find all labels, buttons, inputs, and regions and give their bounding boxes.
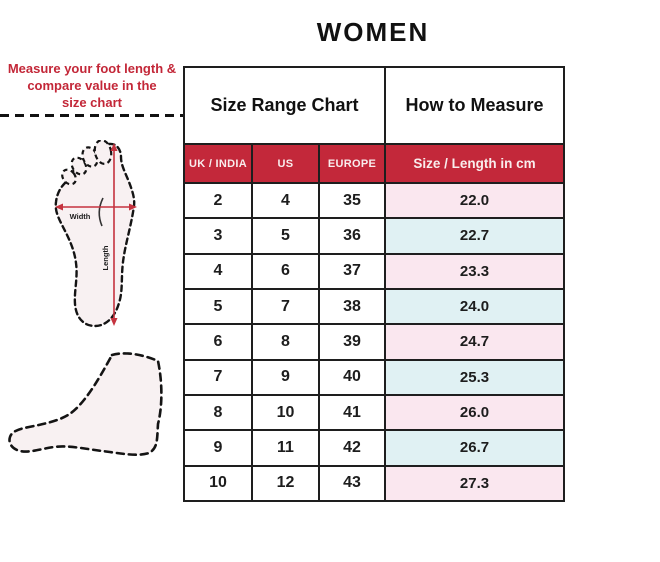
- uk-size-cell: 7: [183, 358, 253, 396]
- length-cm-cell: 22.0: [384, 181, 565, 220]
- instruction-line-3: size chart: [62, 95, 122, 110]
- uk-size-cell: 10: [183, 464, 253, 503]
- eu-size-cell: 42: [318, 429, 386, 467]
- column-header-length-cm: Size / Length in cm: [384, 143, 565, 184]
- uk-size-cell: 5: [183, 287, 253, 326]
- length-label: Length: [101, 245, 110, 270]
- table-row: 9 11 42 26.7: [183, 429, 565, 467]
- size-table: Size Range Chart How to Measure UK / IND…: [183, 66, 565, 503]
- us-size-cell: 11: [251, 429, 320, 467]
- us-size-cell: 10: [251, 393, 320, 432]
- eu-size-cell: 41: [318, 393, 386, 432]
- us-size-cell: 5: [251, 217, 320, 255]
- length-cm-cell: 23.3: [384, 252, 565, 290]
- column-header-uk-india: UK / INDIA: [183, 143, 253, 184]
- eu-size-cell: 39: [318, 323, 386, 361]
- us-size-cell: 12: [251, 464, 320, 503]
- table-row: 2 4 35 22.0: [183, 181, 565, 220]
- us-size-cell: 8: [251, 323, 320, 361]
- table-row: 5 7 38 24.0: [183, 287, 565, 326]
- us-size-cell: 4: [251, 181, 320, 220]
- group-header-row: Size Range Chart How to Measure: [183, 66, 565, 145]
- arch-crease: [98, 197, 104, 227]
- table-row: 7 9 40 25.3: [183, 358, 565, 396]
- column-header-row: UK / INDIA US EUROPE Size / Length in cm: [183, 143, 565, 184]
- column-header-us: US: [251, 143, 320, 184]
- measure-instruction-text: Measure your foot length & compare value…: [0, 60, 184, 111]
- foot-side-view-diagram: [8, 352, 163, 456]
- table-row: 4 6 37 23.3: [183, 252, 565, 290]
- eu-size-cell: 43: [318, 464, 386, 503]
- length-cm-cell: 26.7: [384, 429, 565, 467]
- table-row: 10 12 43 27.3: [183, 464, 565, 503]
- arrow-left-icon: [55, 203, 63, 211]
- length-cm-cell: 24.7: [384, 323, 565, 361]
- foot-top-view-diagram: Width Length: [54, 140, 137, 328]
- instruction-line-1: Measure your foot length &: [7, 61, 177, 76]
- how-to-measure-header: How to Measure: [384, 66, 565, 145]
- eu-size-cell: 38: [318, 287, 386, 326]
- table-row: 3 5 36 22.7: [183, 217, 565, 255]
- foot-side-outline: [8, 352, 163, 456]
- arrow-right-icon: [129, 203, 137, 211]
- arrow-down-icon: [110, 318, 118, 326]
- toe-small-icon: [61, 168, 77, 186]
- length-cm-cell: 25.3: [384, 358, 565, 396]
- table-row: 8 10 41 26.0: [183, 393, 565, 432]
- page-title: WOMEN: [316, 17, 430, 47]
- size-table-container: Size Range Chart How to Measure UK / IND…: [183, 66, 565, 503]
- length-cm-cell: 22.7: [384, 217, 565, 255]
- eu-size-cell: 37: [318, 252, 386, 290]
- arrow-up-icon: [110, 143, 118, 151]
- size-range-chart-header: Size Range Chart: [183, 66, 386, 145]
- eu-size-cell: 36: [318, 217, 386, 255]
- uk-size-cell: 8: [183, 393, 253, 432]
- instruction-line-2: compare value in the: [27, 78, 157, 93]
- eu-size-cell: 35: [318, 181, 386, 220]
- uk-size-cell: 9: [183, 429, 253, 467]
- uk-size-cell: 2: [183, 181, 253, 220]
- us-size-cell: 7: [251, 287, 320, 326]
- uk-size-cell: 6: [183, 323, 253, 361]
- uk-size-cell: 3: [183, 217, 253, 255]
- dashed-divider: [0, 114, 184, 117]
- us-size-cell: 6: [251, 252, 320, 290]
- us-size-cell: 9: [251, 358, 320, 396]
- table-row: 6 8 39 24.7: [183, 323, 565, 361]
- width-label: Width: [70, 212, 91, 221]
- toe-icon: [70, 156, 88, 176]
- length-cm-cell: 26.0: [384, 393, 565, 432]
- length-cm-cell: 27.3: [384, 464, 565, 503]
- column-header-europe: EUROPE: [318, 143, 386, 184]
- uk-size-cell: 4: [183, 252, 253, 290]
- length-cm-cell: 24.0: [384, 287, 565, 326]
- eu-size-cell: 40: [318, 358, 386, 396]
